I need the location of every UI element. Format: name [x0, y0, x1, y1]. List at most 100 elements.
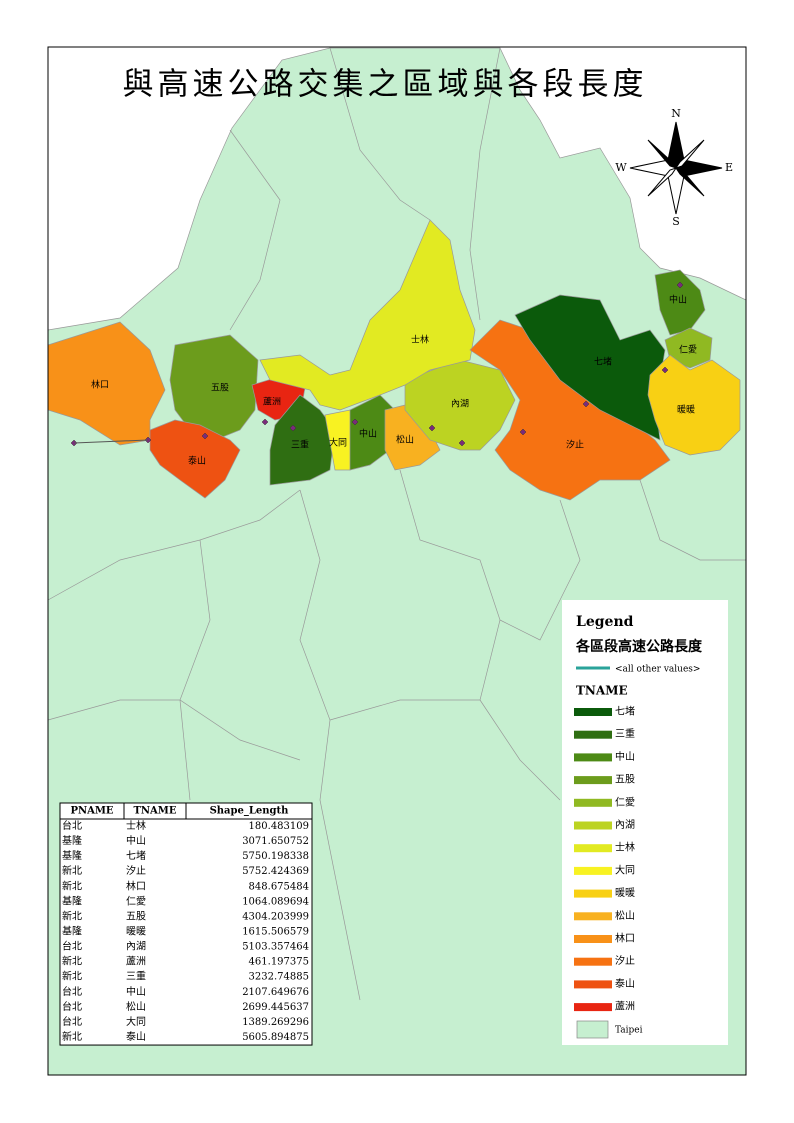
district-label: 仁愛 [679, 344, 697, 356]
table-cell: 七堵 [126, 849, 146, 862]
table-cell: 4304.203999 [242, 911, 309, 922]
table-cell: 2699.445637 [242, 1002, 309, 1013]
district [269, 394, 336, 486]
compass-s: S [672, 215, 680, 228]
table-cell: 461.197375 [249, 957, 309, 968]
junction-marker [261, 418, 269, 426]
table-cell: 台北 [62, 1000, 82, 1013]
table-cell: 基隆 [62, 894, 82, 907]
legend-label: 士林 [615, 841, 635, 854]
table-cell: 新北 [62, 955, 82, 968]
column-header: TNAME [133, 806, 176, 817]
junction-marker [351, 418, 359, 426]
table-cell: 3071.650752 [242, 836, 309, 847]
district-label: 暖暖 [677, 404, 695, 416]
legend-label: 蘆洲 [615, 1000, 635, 1013]
legend-swatch [574, 889, 612, 898]
compass [629, 121, 723, 215]
table-cell: 180.483109 [249, 821, 309, 832]
compass-e: E [725, 161, 733, 174]
table-cell: 松山 [126, 1000, 146, 1013]
table-cell: 基隆 [62, 849, 82, 862]
table-cell: 3232.74885 [249, 972, 309, 983]
legend-label: 暖暖 [615, 886, 635, 899]
table-cell: 台北 [62, 1015, 82, 1028]
legend-swatch [574, 912, 612, 921]
junction-marker [661, 366, 669, 374]
table-cell: 中山 [126, 834, 146, 847]
table-cell: 蘆洲 [126, 955, 146, 968]
table-cell: 泰山 [126, 1030, 146, 1043]
column-header: Shape_Length [210, 806, 290, 817]
table-cell: 5750.198338 [242, 851, 309, 862]
table-cell: 大同 [126, 1015, 146, 1028]
junction-marker [201, 432, 209, 440]
table-cell: 新北 [62, 1030, 82, 1043]
border [329, 699, 480, 721]
border [47, 699, 301, 761]
legend-swatch [574, 844, 612, 853]
legend-label: 中山 [615, 750, 635, 763]
map-title: 與高速公路交集之區域與各段長度 [123, 67, 648, 103]
table-cell: 汐止 [126, 864, 146, 877]
legend-swatch [574, 798, 612, 807]
legend-label: <all other values> [615, 665, 700, 675]
legend-field: TNAME [576, 684, 628, 698]
legend-label: 五股 [615, 774, 635, 786]
table-cell: 中山 [126, 985, 146, 998]
table-cell: 5103.357464 [242, 942, 309, 953]
table-cell: 5752.424369 [242, 866, 309, 877]
highway-segment [73, 439, 149, 444]
legend-label: 松山 [615, 909, 635, 922]
district-borders [47, 47, 746, 1001]
district-label: 中山 [359, 428, 377, 440]
district-label: 三重 [291, 439, 309, 451]
district-label: 大同 [329, 437, 347, 449]
table-cell: 台北 [62, 819, 82, 832]
legend-swatch [574, 821, 612, 830]
legend-label: 仁愛 [615, 795, 635, 808]
legend-label: 三重 [615, 727, 635, 740]
district-label: 士林 [411, 334, 429, 346]
table-cell: 基隆 [62, 925, 82, 938]
compass-arm [674, 167, 705, 197]
table-cell: 基隆 [62, 834, 82, 847]
legend-swatch [574, 980, 612, 989]
table-cell: 林口 [126, 879, 146, 892]
legend-swatch [574, 730, 612, 739]
junction-marker [289, 424, 297, 432]
junction-marker [519, 428, 527, 436]
column-header: PNAME [70, 806, 113, 817]
district-label: 內湖 [451, 399, 469, 410]
district-label: 泰山 [188, 455, 206, 467]
table-cell: 五股 [126, 910, 146, 922]
district-label: 七堵 [594, 356, 612, 368]
legend-label: 大同 [615, 863, 635, 876]
districts [47, 219, 741, 501]
legend: Legend 各區段高速公路長度 <all other values> TNAME 七堵… [562, 600, 728, 1045]
border [499, 499, 581, 641]
table-cell: 848.675484 [249, 881, 309, 892]
district-label: 汐止 [566, 439, 584, 451]
junction-marker [428, 424, 436, 432]
legend-swatch [574, 957, 612, 966]
district [654, 269, 706, 336]
district [259, 219, 476, 411]
legend-label: Taipei [615, 1026, 643, 1036]
border [639, 479, 746, 561]
district-label: 五股 [211, 383, 229, 394]
table-cell: 新北 [62, 909, 82, 922]
table-cell: 新北 [62, 864, 82, 877]
legend-swatch [574, 708, 612, 716]
table-cell: 三重 [126, 970, 146, 983]
table-cell: 2107.649676 [242, 987, 309, 998]
junction-marker [582, 400, 590, 408]
table-cell: 台北 [62, 940, 82, 953]
legend-swatch [574, 935, 612, 943]
compass-w: W [615, 161, 627, 174]
legend-title: Legend [576, 614, 634, 630]
table-cell: 1389.269296 [242, 1017, 309, 1028]
